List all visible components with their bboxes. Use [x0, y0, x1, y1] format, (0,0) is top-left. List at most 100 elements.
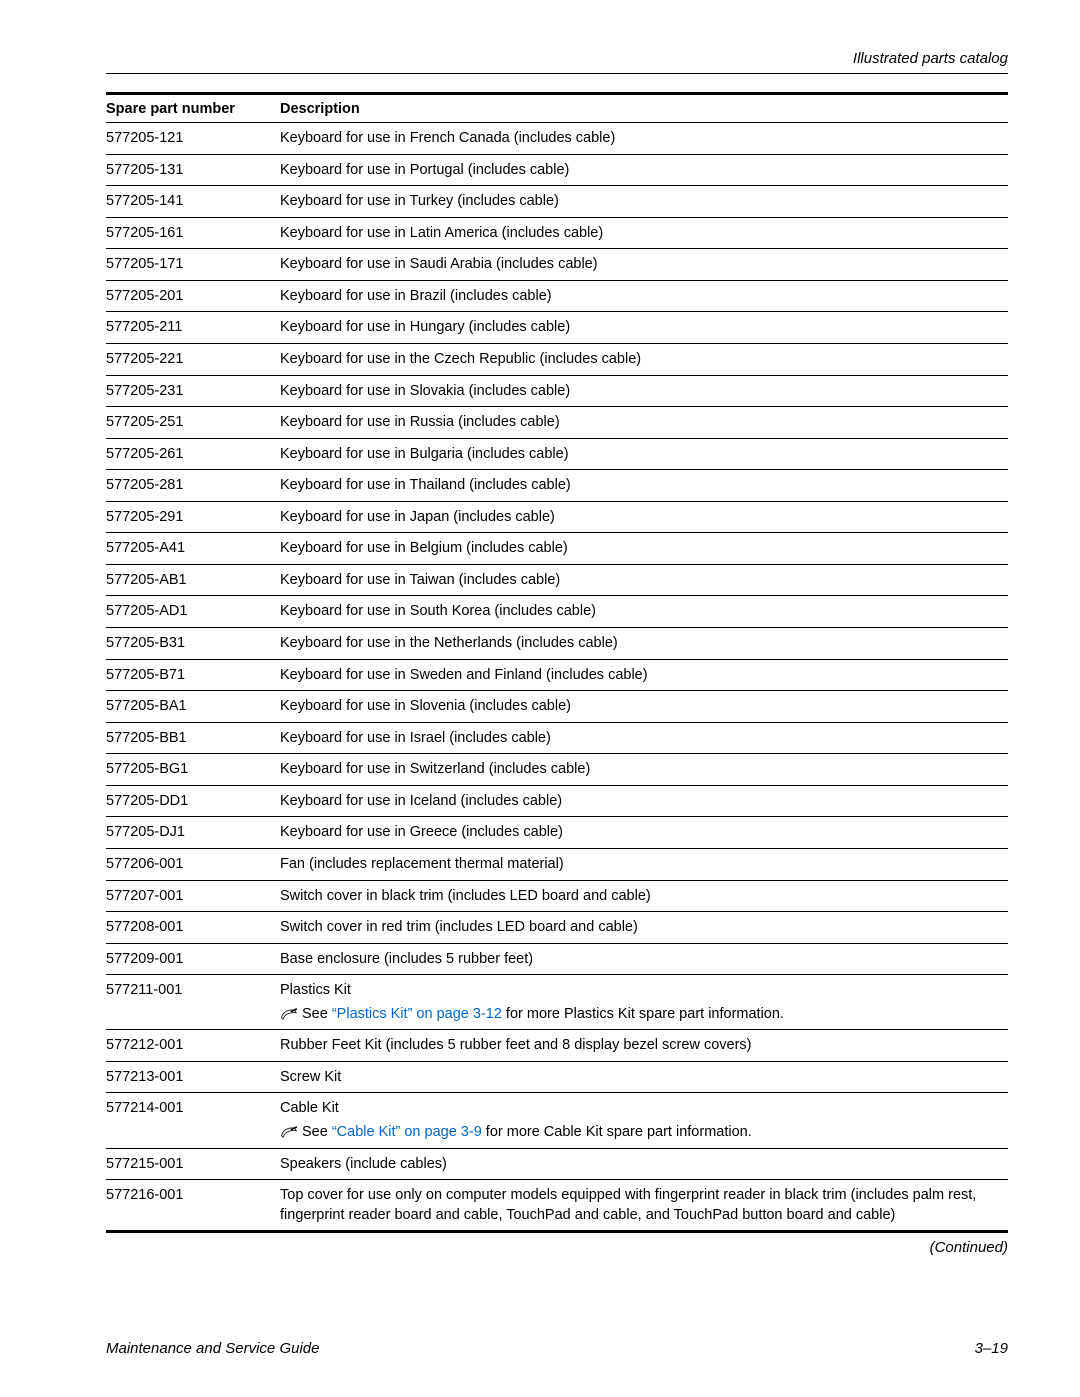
description-text: Keyboard for use in Latin America (inclu…	[280, 225, 603, 241]
cell-part-number: 577207-001	[106, 880, 280, 912]
cross-reference-link[interactable]: “Cable Kit” on page 3-9	[332, 1124, 482, 1140]
note-pre: See	[302, 1124, 332, 1140]
table-row: 577205-BA1Keyboard for use in Slovenia (…	[106, 691, 1008, 723]
cell-description: Cable Kit See “Cable Kit” on page 3-9 for…	[280, 1093, 1008, 1148]
cell-description: Plastics Kit See “Plastics Kit” on page 3…	[280, 975, 1008, 1030]
table-row: 577205-211Keyboard for use in Hungary (i…	[106, 312, 1008, 344]
description-text: Rubber Feet Kit (includes 5 rubber feet …	[280, 1037, 751, 1053]
cell-part-number: 577205-261	[106, 438, 280, 470]
cell-part-number: 577205-201	[106, 280, 280, 312]
description-text: Keyboard for use in Saudi Arabia (includ…	[280, 256, 598, 272]
cell-description: Switch cover in black trim (includes LED…	[280, 880, 1008, 912]
cell-part-number: 577205-251	[106, 407, 280, 439]
description-text: Keyboard for use in the Netherlands (inc…	[280, 635, 618, 651]
cell-part-number: 577213-001	[106, 1061, 280, 1093]
cell-description: Keyboard for use in French Canada (inclu…	[280, 123, 1008, 155]
table-row: 577209-001Base enclosure (includes 5 rub…	[106, 943, 1008, 975]
footer-right: 3–19	[975, 1340, 1008, 1357]
table-row: 577215-001Speakers (include cables)	[106, 1148, 1008, 1180]
cell-description: Rubber Feet Kit (includes 5 rubber feet …	[280, 1030, 1008, 1062]
table-row: 577205-171Keyboard for use in Saudi Arab…	[106, 249, 1008, 281]
table-row: 577205-121Keyboard for use in French Can…	[106, 123, 1008, 155]
table-row: 577205-231Keyboard for use in Slovakia (…	[106, 375, 1008, 407]
cell-part-number: 577205-AD1	[106, 596, 280, 628]
table-row: 577205-221Keyboard for use in the Czech …	[106, 343, 1008, 375]
table-row: 577206-001Fan (includes replacement ther…	[106, 848, 1008, 880]
cell-description: Keyboard for use in Russia (includes cab…	[280, 407, 1008, 439]
cell-part-number: 577214-001	[106, 1093, 280, 1148]
cell-part-number: 577205-BB1	[106, 722, 280, 754]
cell-description: Keyboard for use in Hungary (includes ca…	[280, 312, 1008, 344]
description-text: Keyboard for use in Brazil (includes cab…	[280, 288, 552, 304]
page: Illustrated parts catalog Spare part num…	[0, 0, 1080, 1397]
description-text: Keyboard for use in Iceland (includes ca…	[280, 793, 562, 809]
parts-table: Spare part number Description 577205-121…	[106, 92, 1008, 1233]
table-row: 577205-131Keyboard for use in Portugal (…	[106, 154, 1008, 186]
col-header-part: Spare part number	[106, 94, 280, 123]
description-text: Speakers (include cables)	[280, 1156, 447, 1172]
cell-description: Keyboard for use in Portugal (includes c…	[280, 154, 1008, 186]
description-text: Keyboard for use in Russia (includes cab…	[280, 414, 560, 430]
note-post: for more Cable Kit spare part informatio…	[482, 1124, 752, 1140]
cell-description: Keyboard for use in Slovakia (includes c…	[280, 375, 1008, 407]
description-text: Switch cover in black trim (includes LED…	[280, 888, 651, 904]
cell-description: Keyboard for use in Bulgaria (includes c…	[280, 438, 1008, 470]
table-row: 577205-261Keyboard for use in Bulgaria (…	[106, 438, 1008, 470]
cell-description: Keyboard for use in Saudi Arabia (includ…	[280, 249, 1008, 281]
cell-part-number: 577208-001	[106, 912, 280, 944]
description-text: Keyboard for use in the Czech Republic (…	[280, 351, 641, 367]
description-text: Plastics Kit	[280, 982, 351, 998]
note-pre: See	[302, 1006, 332, 1022]
cell-description: Keyboard for use in Brazil (includes cab…	[280, 280, 1008, 312]
description-text: Keyboard for use in Bulgaria (includes c…	[280, 446, 569, 462]
description-text: Keyboard for use in South Korea (include…	[280, 603, 596, 619]
table-row: 577205-141Keyboard for use in Turkey (in…	[106, 186, 1008, 218]
table-row: 577205-201Keyboard for use in Brazil (in…	[106, 280, 1008, 312]
cell-description: Keyboard for use in Greece (includes cab…	[280, 817, 1008, 849]
cell-description: Base enclosure (includes 5 rubber feet)	[280, 943, 1008, 975]
cell-part-number: 577205-161	[106, 217, 280, 249]
cell-part-number: 577216-001	[106, 1180, 280, 1232]
table-row: 577205-B71Keyboard for use in Sweden and…	[106, 659, 1008, 691]
description-text: Keyboard for use in Switzerland (include…	[280, 761, 590, 777]
description-text: Top cover for use only on computer model…	[280, 1187, 976, 1223]
note-post: for more Plastics Kit spare part informa…	[502, 1006, 784, 1022]
table-row: 577205-281Keyboard for use in Thailand (…	[106, 470, 1008, 502]
cell-description: Keyboard for use in Turkey (includes cab…	[280, 186, 1008, 218]
table-row: 577205-A41Keyboard for use in Belgium (i…	[106, 533, 1008, 565]
cell-description: Keyboard for use in Latin America (inclu…	[280, 217, 1008, 249]
description-text: Keyboard for use in French Canada (inclu…	[280, 130, 615, 146]
cell-part-number: 577205-121	[106, 123, 280, 155]
cell-part-number: 577211-001	[106, 975, 280, 1030]
description-text: Keyboard for use in Slovakia (includes c…	[280, 383, 570, 399]
cell-description: Switch cover in red trim (includes LED b…	[280, 912, 1008, 944]
cell-description: Top cover for use only on computer model…	[280, 1180, 1008, 1232]
description-text: Fan (includes replacement thermal materi…	[280, 856, 564, 872]
footer-left: Maintenance and Service Guide	[106, 1340, 319, 1357]
description-text: Cable Kit	[280, 1100, 339, 1116]
table-row: 577205-AB1Keyboard for use in Taiwan (in…	[106, 564, 1008, 596]
cell-part-number: 577205-231	[106, 375, 280, 407]
cell-description: Keyboard for use in Slovenia (includes c…	[280, 691, 1008, 723]
cell-part-number: 577205-A41	[106, 533, 280, 565]
cell-description: Keyboard for use in Switzerland (include…	[280, 754, 1008, 786]
cell-part-number: 577209-001	[106, 943, 280, 975]
table-row: 577207-001Switch cover in black trim (in…	[106, 880, 1008, 912]
cell-part-number: 577205-BA1	[106, 691, 280, 723]
cell-part-number: 577205-DJ1	[106, 817, 280, 849]
description-text: Keyboard for use in Thailand (includes c…	[280, 477, 571, 493]
cell-description: Keyboard for use in Israel (includes cab…	[280, 722, 1008, 754]
table-row: 577212-001Rubber Feet Kit (includes 5 ru…	[106, 1030, 1008, 1062]
table-header-row: Spare part number Description	[106, 94, 1008, 123]
cell-part-number: 577215-001	[106, 1148, 280, 1180]
note-icon	[280, 1125, 298, 1139]
cell-part-number: 577205-B71	[106, 659, 280, 691]
cell-description: Keyboard for use in the Czech Republic (…	[280, 343, 1008, 375]
cell-part-number: 577205-171	[106, 249, 280, 281]
cell-part-number: 577205-221	[106, 343, 280, 375]
table-row: 577205-B31Keyboard for use in the Nether…	[106, 628, 1008, 660]
cell-part-number: 577205-131	[106, 154, 280, 186]
cross-reference-link[interactable]: “Plastics Kit” on page 3-12	[332, 1006, 502, 1022]
description-text: Keyboard for use in Israel (includes cab…	[280, 730, 551, 746]
cell-description: Keyboard for use in Sweden and Finland (…	[280, 659, 1008, 691]
